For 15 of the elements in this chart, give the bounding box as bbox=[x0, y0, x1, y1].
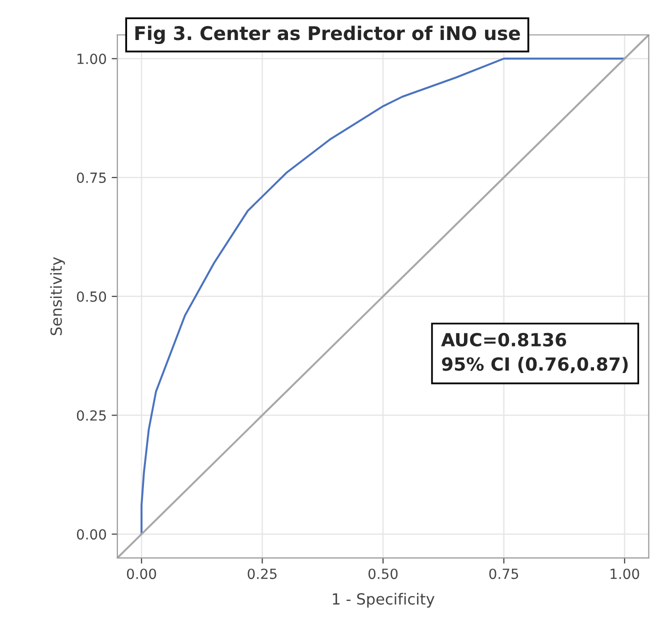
y-tick-label: 1.00 bbox=[78, 54, 106, 64]
y-axis-title: Sensitivity bbox=[50, 257, 65, 336]
x-tick-label: 1.00 bbox=[610, 568, 640, 580]
x-tick-label: 0.25 bbox=[248, 568, 277, 580]
chart-title: Fig 3. Center as Predictor of iNO use bbox=[135, 26, 520, 44]
annotation: AUC=0.8136 95% CI (0.76,0.87) bbox=[441, 332, 628, 374]
y-tick-label: 0.75 bbox=[76, 172, 106, 183]
y-tick-label: 0.25 bbox=[76, 410, 106, 421]
x-axis-title: 1 - Specificity bbox=[332, 592, 434, 608]
x-tick-label: 0.75 bbox=[489, 568, 518, 580]
line-series bbox=[140, 58, 626, 536]
x-tick-label: 0.50 bbox=[368, 568, 398, 580]
y-tick-label: 0.00 bbox=[76, 529, 106, 540]
x-tick-label: 0.00 bbox=[126, 568, 156, 580]
y-tick-label: 0.50 bbox=[76, 291, 106, 302]
